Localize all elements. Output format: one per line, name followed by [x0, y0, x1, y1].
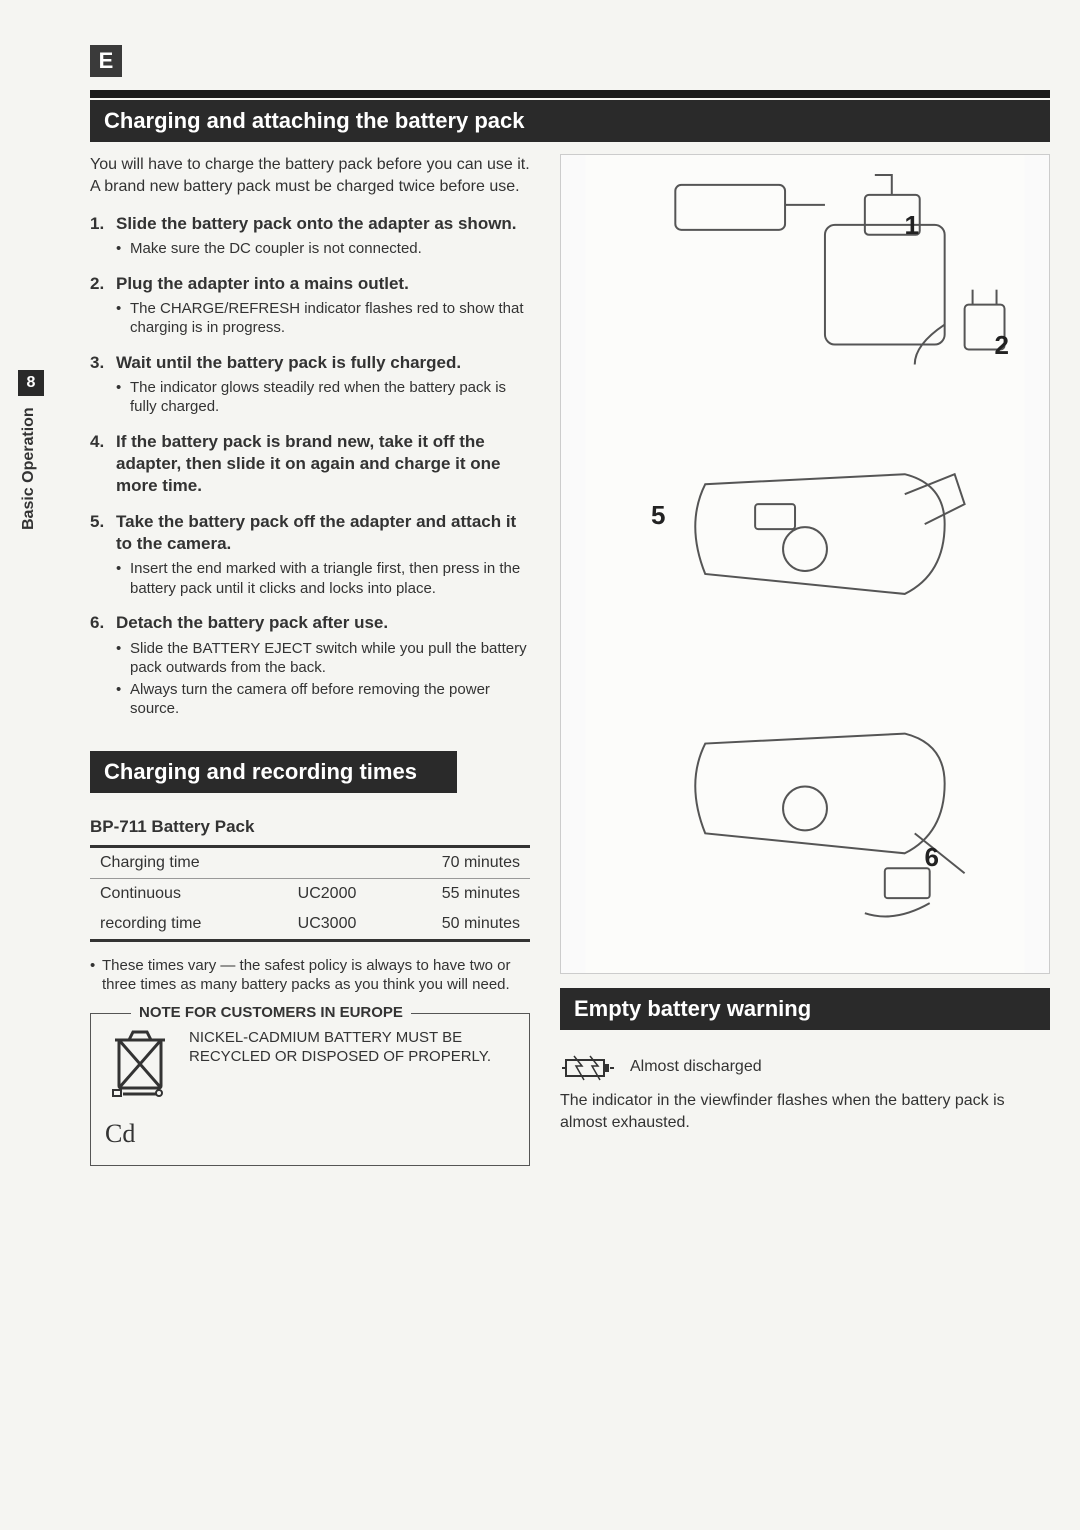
battery-warning-label: Almost discharged [630, 1058, 762, 1076]
illus-callout-1: 1 [905, 210, 919, 241]
charging-times-table: Charging time 70 minutes Continuous UC20… [90, 845, 530, 942]
table-cell-value: 70 minutes [385, 846, 530, 878]
table-cell-model: UC2000 [269, 878, 385, 909]
battery-illustrations: 1 2 5 6 [560, 154, 1050, 974]
table-row: Charging time 70 minutes [90, 846, 530, 878]
page-number-tab: 8 [18, 370, 44, 396]
step-bullet: The indicator glows steadily red when th… [116, 378, 530, 417]
section1-intro: You will have to charge the battery pack… [90, 154, 530, 197]
step-bullets: Make sure the DC coupler is not connecte… [116, 239, 530, 259]
table-cell-label: Continuous [90, 878, 269, 909]
step-1: Slide the battery pack onto the adapter … [90, 213, 530, 259]
note-box-body: Cd NICKEL-CADMIUM BATTERY MUST BE RECYCL… [105, 1028, 515, 1151]
times-vary-note: These times vary — the safest policy is … [90, 956, 530, 995]
note-box-text: NICKEL-CADMIUM BATTERY MUST BE RECYCLED … [189, 1028, 515, 1067]
recycle-bin-icon: Cd [105, 1028, 175, 1151]
table-cell-model: UC3000 [269, 909, 385, 941]
top-rule [90, 90, 1050, 98]
battery-flash-icon [560, 1052, 616, 1082]
step-title: If the battery pack is brand new, take i… [116, 431, 530, 497]
step-bullet: Insert the end marked with a triangle fi… [116, 559, 530, 598]
step-title: Detach the battery pack after use. [116, 612, 530, 634]
step-bullets: Slide the BATTERY EJECT switch while you… [116, 639, 530, 719]
step-title: Take the battery pack off the adapter an… [116, 511, 530, 555]
step-5: Take the battery pack off the adapter an… [90, 511, 530, 598]
battery-warning-row: Almost discharged [560, 1052, 1050, 1082]
section1-text-column: You will have to charge the battery pack… [90, 154, 530, 1166]
step-2: Plug the adapter into a mains outlet. Th… [90, 273, 530, 338]
step-bullets: The CHARGE/REFRESH indicator flashes red… [116, 299, 530, 338]
battery-warning-text: The indicator in the viewfinder flashes … [560, 1090, 1050, 1133]
page-content: Charging and attaching the battery pack … [90, 100, 1050, 1500]
step-bullets: The indicator glows steadily red when th… [116, 378, 530, 417]
section1-columns: You will have to charge the battery pack… [90, 154, 1050, 1166]
note-box-title: NOTE FOR CUSTOMERS IN EUROPE [131, 1004, 411, 1021]
step-6: Detach the battery pack after use. Slide… [90, 612, 530, 718]
step-bullet: Slide the BATTERY EJECT switch while you… [116, 639, 530, 678]
language-badge: E [90, 45, 122, 77]
section2-header: Charging and recording times [90, 751, 457, 793]
step-title: Wait until the battery pack is fully cha… [116, 352, 530, 374]
table-cell-value: 55 minutes [385, 878, 530, 909]
side-section-label: Basic Operation [20, 407, 38, 530]
section1-illustration-column: 1 2 5 6 Empty battery warning Almost dis… [560, 154, 1050, 1166]
illus-callout-2: 2 [995, 330, 1009, 361]
table-cell-model [269, 846, 385, 878]
step-bullet: Always turn the camera off before removi… [116, 680, 530, 719]
step-3: Wait until the battery pack is fully cha… [90, 352, 530, 417]
step-bullets: Insert the end marked with a triangle fi… [116, 559, 530, 598]
battery-model-heading: BP-711 Battery Pack [90, 817, 530, 837]
table-row: Continuous UC2000 55 minutes [90, 878, 530, 909]
step-title: Slide the battery pack onto the adapter … [116, 213, 530, 235]
section3-header: Empty battery warning [560, 988, 1050, 1030]
section1-header: Charging and attaching the battery pack [90, 100, 1050, 142]
illus-callout-5: 5 [651, 500, 665, 531]
illus-callout-6: 6 [925, 842, 939, 873]
table-cell-label: recording time [90, 909, 269, 941]
step-bullet: The CHARGE/REFRESH indicator flashes red… [116, 299, 530, 338]
steps-list: Slide the battery pack onto the adapter … [90, 213, 530, 718]
table-cell-value: 50 minutes [385, 909, 530, 941]
table-row: recording time UC3000 50 minutes [90, 909, 530, 941]
step-title: Plug the adapter into a mains outlet. [116, 273, 530, 295]
step-4: If the battery pack is brand new, take i… [90, 431, 530, 497]
europe-note-box: NOTE FOR CUSTOMERS IN EUROPE [90, 1013, 530, 1166]
cd-symbol-label: Cd [105, 1117, 175, 1151]
table-cell-label: Charging time [90, 846, 269, 878]
step-bullet: Make sure the DC coupler is not connecte… [116, 239, 530, 259]
